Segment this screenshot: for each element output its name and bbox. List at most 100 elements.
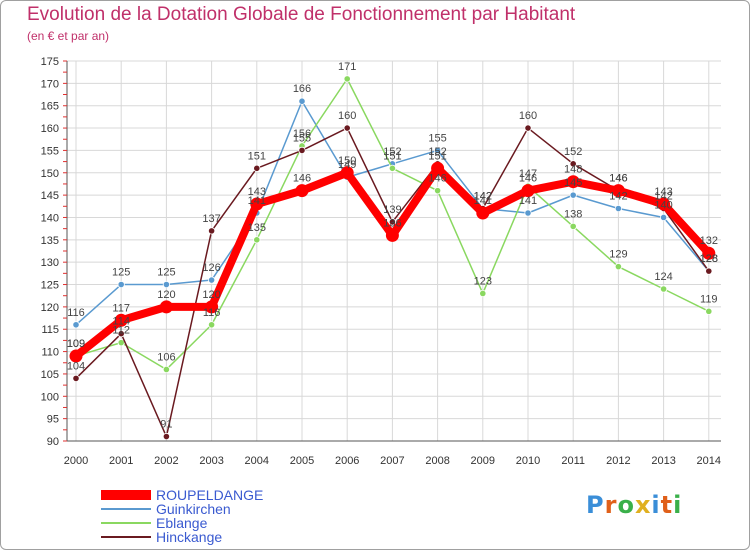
data-label-roupeldange: 148 — [564, 164, 582, 176]
data-point-guinkirchen — [433, 146, 442, 155]
legend-label-guinkirchen: Guinkirchen — [156, 501, 231, 517]
series-roupeldange — [69, 161, 716, 363]
data-point-roupeldange — [431, 161, 445, 175]
plot-area — [67, 61, 721, 441]
data-point-roupeldange — [566, 175, 580, 189]
data-label-roupeldange: 120 — [157, 289, 175, 301]
logo-letter: r — [604, 491, 618, 519]
data-label-eblange: 106 — [157, 351, 175, 363]
data-point-eblange — [208, 321, 216, 329]
data-label-hinckange: 152 — [564, 146, 582, 158]
y-tick-label: 110 — [41, 347, 59, 359]
data-point-guinkirchen — [298, 97, 306, 105]
data-label-hinckange: 160 — [338, 110, 356, 122]
data-point-eblange — [343, 75, 351, 83]
data-point-hinckange — [343, 124, 351, 132]
proxiti-logo: Proxiti — [586, 491, 682, 519]
data-label-roupeldange: 146 — [609, 173, 627, 185]
series-eblange — [72, 75, 713, 374]
data-label-hinckange: 142 — [654, 191, 672, 203]
data-label-guinkirchen: 142 — [609, 191, 627, 203]
data-label-roupeldange: 109 — [67, 338, 85, 350]
chart-subtitle: (en € et par an) — [27, 29, 110, 43]
x-tick-label: 2009 — [471, 455, 495, 467]
logo-letter: o — [617, 491, 635, 519]
data-point-eblange — [253, 236, 261, 244]
data-label-eblange: 112 — [112, 325, 130, 337]
data-label-guinkirchen: 125 — [112, 267, 130, 279]
x-tick-label: 2011 — [561, 455, 585, 467]
data-point-roupeldange — [250, 197, 264, 211]
data-label-eblange: 129 — [609, 249, 627, 261]
data-point-guinkirchen — [117, 280, 125, 289]
data-point-roupeldange — [611, 184, 625, 198]
data-label-hinckange: 104 — [67, 360, 85, 372]
data-point-guinkirchen — [162, 280, 170, 289]
data-point-hinckange — [72, 374, 80, 383]
data-point-hinckange — [569, 160, 577, 168]
y-tick-label: 140 — [41, 212, 59, 224]
x-tick-label: 2000 — [64, 455, 88, 467]
data-point-hinckange — [208, 227, 216, 235]
legend-label-roupeldange: ROUPELDANGE — [156, 487, 263, 503]
data-point-eblange — [433, 187, 442, 195]
y-tick-label: 155 — [41, 145, 59, 157]
data-label-guinkirchen: 141 — [519, 195, 537, 207]
data-point-eblange — [705, 307, 713, 315]
data-point-guinkirchen — [614, 204, 623, 213]
x-tick-label: 2006 — [335, 455, 359, 467]
chart-title: Evolution de la Dotation Globale de Fonc… — [27, 4, 576, 25]
data-point-roupeldange — [385, 228, 399, 242]
data-label-roupeldange: 120 — [202, 289, 220, 301]
series-guinkirchen — [72, 97, 713, 329]
legend-label-hinckange: Hinckange — [156, 529, 222, 545]
data-point-roupeldange — [114, 313, 128, 327]
data-label-roupeldange: 143 — [248, 186, 266, 198]
data-label-guinkirchen: 149 — [338, 159, 356, 171]
data-label-hinckange: 91 — [160, 419, 172, 431]
data-label-guinkirchen: 141 — [248, 195, 266, 207]
y-tick-label: 120 — [41, 302, 59, 314]
y-tick-label: 135 — [41, 235, 59, 247]
data-point-roupeldange — [657, 197, 671, 211]
data-label-hinckange: 137 — [202, 213, 220, 225]
y-tick-label: 165 — [41, 101, 59, 113]
y-tick-label: 170 — [41, 78, 59, 90]
data-label-guinkirchen: 126 — [202, 262, 220, 274]
data-label-hinckange: 146 — [609, 173, 627, 185]
data-label-eblange: 138 — [564, 208, 582, 220]
data-label-eblange: 109 — [67, 338, 85, 350]
x-tick-label: 2007 — [380, 455, 404, 467]
x-tick-label: 2013 — [651, 455, 675, 467]
logo-letter: i — [651, 491, 661, 519]
logo-letter: i — [673, 491, 683, 519]
axis-layer: 90 95 100 105 110 115 120 125 130 135 140 145 150 155… — [41, 56, 721, 467]
data-point-eblange — [614, 263, 623, 271]
y-tick-label: 105 — [41, 369, 59, 381]
data-point-hinckange — [524, 124, 532, 132]
x-tick-label: 2005 — [290, 455, 314, 467]
data-point-eblange — [569, 222, 577, 231]
data-point-roupeldange — [295, 184, 309, 198]
legend-label-eblange: Eblange — [156, 515, 208, 531]
data-point-guinkirchen — [524, 209, 532, 217]
data-label-roupeldange: 132 — [700, 235, 718, 247]
x-tick-label: 2010 — [516, 455, 540, 467]
data-point-roupeldange — [702, 246, 716, 260]
data-label-eblange: 135 — [248, 222, 266, 234]
data-point-eblange — [162, 365, 170, 374]
x-tick-label: 2012 — [606, 455, 630, 467]
data-label-guinkirchen: 140 — [654, 199, 672, 211]
data-label-eblange: 116 — [203, 307, 221, 319]
x-tick-label: 2008 — [425, 455, 449, 467]
data-point-hinckange — [388, 218, 396, 226]
data-label-guinkirchen: 125 — [157, 267, 175, 279]
data-label-guinkirchen: 152 — [383, 146, 401, 158]
y-tick-label: 150 — [41, 168, 59, 180]
data-point-eblange — [388, 164, 396, 172]
data-label-hinckange: 155 — [293, 132, 311, 144]
data-point-roupeldange — [340, 166, 354, 180]
